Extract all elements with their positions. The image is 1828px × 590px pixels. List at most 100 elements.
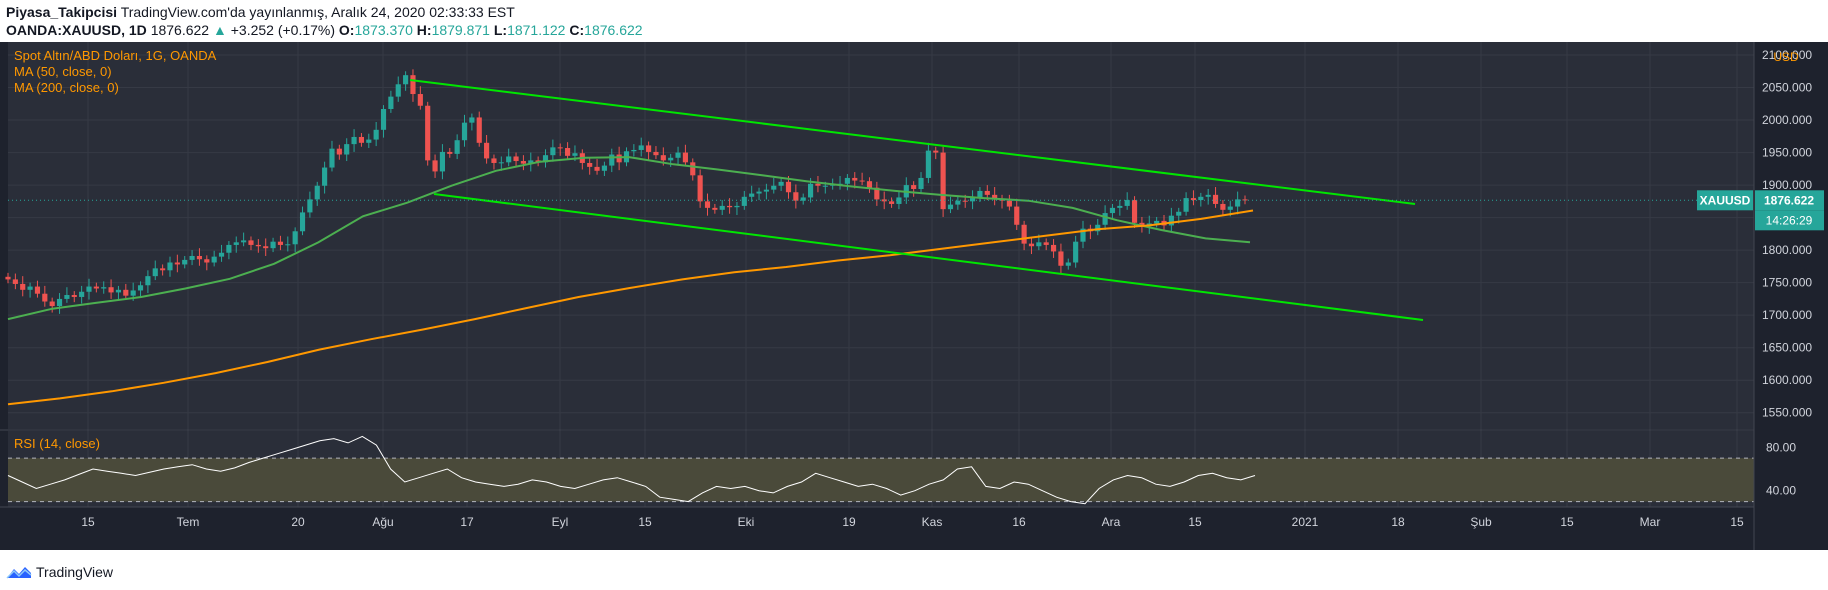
candle-body (189, 255, 195, 260)
candle (71, 291, 77, 303)
candle (638, 137, 644, 157)
candle (1124, 192, 1130, 210)
candle (815, 175, 821, 193)
time-tick-label: 15 (1560, 515, 1574, 529)
candle (476, 111, 482, 147)
candle (528, 152, 534, 172)
candle-body (749, 193, 755, 197)
candle (653, 146, 659, 160)
rsi-tick-label: 40.00 (1766, 484, 1796, 498)
last-price: 1876.622 (150, 22, 210, 38)
candle (152, 260, 158, 281)
channel-lower-line[interactable] (433, 193, 1424, 321)
candle (410, 69, 416, 102)
candle (896, 191, 902, 210)
candle (1183, 192, 1189, 216)
candle-body (557, 147, 563, 149)
candle-body (1117, 205, 1123, 208)
candle-body (373, 129, 379, 140)
candle-body (822, 185, 828, 187)
candle (189, 250, 195, 266)
candle (42, 285, 48, 307)
candle-body (1080, 228, 1086, 242)
candle-body (79, 291, 85, 297)
candle-body (719, 205, 725, 210)
candle-body (1050, 244, 1057, 252)
candle-body (918, 177, 924, 189)
time-tick-label: Mar (1640, 515, 1661, 529)
candle (616, 146, 622, 171)
candle (1021, 220, 1027, 251)
candle (550, 139, 556, 162)
candle-body (609, 154, 615, 166)
candle (64, 287, 70, 303)
time-tick-label: 16 (1012, 515, 1026, 529)
candle (388, 90, 394, 113)
candle (160, 264, 166, 276)
candle-body (874, 187, 880, 200)
candle-body (469, 117, 475, 123)
candle-body (366, 139, 372, 143)
channel-upper-line[interactable] (409, 79, 1416, 205)
candle-body (403, 75, 409, 85)
price-chart[interactable]: 2100.000 2050.000 2000.000 1950.000 1900.000… (0, 42, 1828, 550)
candle (447, 148, 453, 158)
chart-title: Spot Altın/ABD Doları, 1G, OANDA (14, 48, 217, 63)
candle-body (1095, 224, 1101, 232)
candle-body (565, 148, 571, 156)
time-tick-label: 17 (460, 515, 474, 529)
candle (167, 256, 173, 277)
candle (1006, 194, 1012, 211)
candle (469, 113, 475, 131)
candle-body (145, 276, 151, 286)
candle-body (1235, 199, 1241, 207)
candle (491, 154, 497, 170)
candle-body (34, 286, 41, 294)
low-label: L: (493, 22, 508, 38)
candle-body (1154, 220, 1160, 224)
candle-body (1220, 203, 1226, 210)
candle-body (506, 156, 512, 163)
candle (380, 105, 387, 138)
candle (314, 181, 320, 206)
price-tick-label: 2050.000 (1762, 81, 1812, 95)
candle (498, 156, 504, 171)
candle (145, 270, 151, 294)
candle (704, 193, 711, 216)
candle-body (461, 122, 468, 141)
ma200-legend: MA (200, close, 0) (14, 80, 119, 95)
time-tick-label: Ara (1102, 515, 1121, 529)
candle (115, 285, 122, 301)
candle-body (646, 145, 652, 152)
open-value: 1873.370 (354, 22, 413, 38)
candle (1073, 235, 1079, 268)
candle-body (241, 240, 247, 243)
candle (56, 293, 63, 314)
candle (1028, 237, 1035, 255)
candle-body (322, 167, 328, 186)
candle (925, 142, 931, 184)
candle-body (1043, 242, 1049, 245)
candle (277, 235, 284, 251)
candle (307, 191, 313, 218)
price-pane (8, 42, 1754, 429)
candle-body (292, 231, 298, 245)
candle-body (668, 157, 674, 161)
candle-body (476, 117, 482, 143)
candle (682, 144, 688, 167)
candle-body (1014, 206, 1020, 225)
candle (697, 169, 703, 208)
author-name[interactable]: Piyasa_Takipcisi (6, 4, 118, 20)
ma200-line (7, 209, 1254, 406)
candle (461, 114, 468, 147)
candle-body (844, 177, 850, 184)
time-axis[interactable]: 15 Tem 20 Ağu 17 Eyl 15 Eki 19 Kas 16 Ara 15 2021 18 Şu… (81, 515, 1744, 529)
candle (969, 190, 976, 210)
candle-body (763, 189, 769, 192)
brand-name[interactable]: TradingView (36, 564, 114, 580)
candle-body (741, 196, 747, 206)
candle (403, 71, 409, 91)
time-tick-label: Ağu (372, 515, 393, 529)
candle-body (896, 197, 902, 204)
price-tick-label: 2100.000 (1762, 48, 1812, 62)
